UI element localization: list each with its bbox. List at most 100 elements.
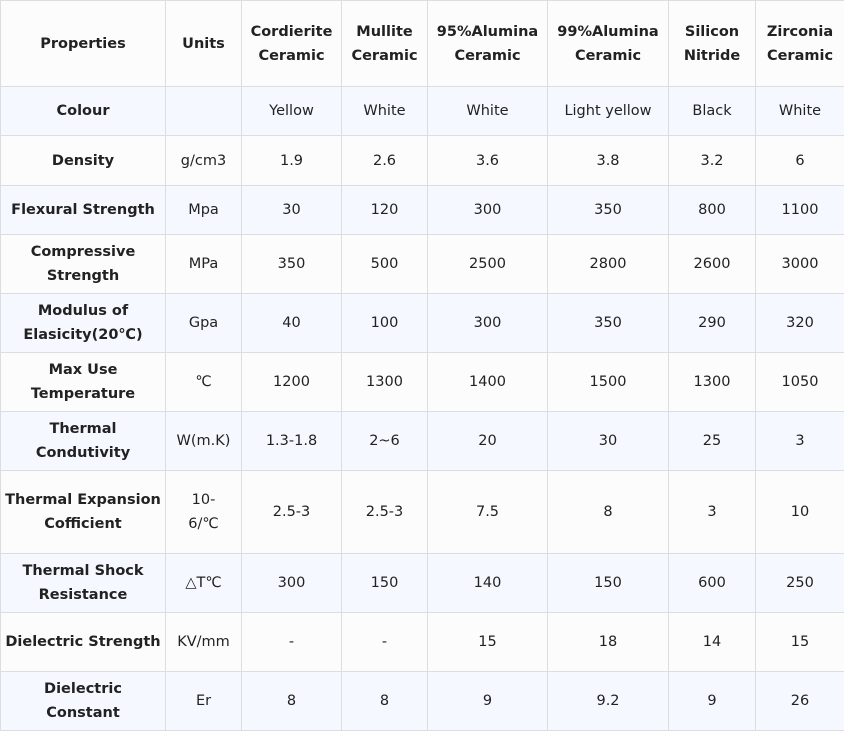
value-cell: 320 (755, 293, 844, 353)
value-cell: 600 (668, 553, 756, 613)
unit-cell: ℃ (165, 352, 242, 412)
unit-cell: 10-6/℃ (165, 470, 242, 554)
value-cell: Light yellow (547, 86, 669, 136)
value-cell: 3.2 (668, 135, 756, 186)
value-cell: 6 (755, 135, 844, 186)
column-header: Properties (0, 0, 166, 87)
property-name: Thermal Expansion Cofficient (0, 470, 166, 554)
table-row: Max Use Temperature ℃ 1200 1300 1400 1500 1300… (0, 352, 844, 412)
value-cell: 8 (547, 470, 669, 554)
header-row: Properties Units Cordierite Ceramic Mullite… (0, 0, 844, 87)
column-header: Silicon Nitride (668, 0, 756, 87)
column-header: Zirconia Ceramic (755, 0, 844, 87)
property-name: Max Use Temperature (0, 352, 166, 412)
unit-cell: Er (165, 671, 242, 731)
value-cell: 290 (668, 293, 756, 353)
property-name: Compressive Strength (0, 234, 166, 294)
property-name: Thermal Condutivity (0, 411, 166, 471)
value-cell: 2.6 (341, 135, 428, 186)
column-header: 95%Alumina Ceramic (427, 0, 548, 87)
value-cell: 2.5-3 (241, 470, 342, 554)
unit-cell: Mpa (165, 185, 242, 235)
column-header: Cordierite Ceramic (241, 0, 342, 87)
property-name: Flexural Strength (0, 185, 166, 235)
unit-cell: g/cm3 (165, 135, 242, 186)
value-cell: 350 (241, 234, 342, 294)
property-name: Dielectric Constant (0, 671, 166, 731)
value-cell: 150 (547, 553, 669, 613)
property-name: Modulus of Elasicity(20℃) (0, 293, 166, 353)
value-cell: 26 (755, 671, 844, 731)
value-cell: 150 (341, 553, 428, 613)
value-cell: 10 (755, 470, 844, 554)
value-cell: 20 (427, 411, 548, 471)
value-cell: 3000 (755, 234, 844, 294)
table-row: Thermal Condutivity W(m.K) 1.3-1.8 2~6 20 30 2… (0, 411, 844, 471)
value-cell: 7.5 (427, 470, 548, 554)
value-cell: 2500 (427, 234, 548, 294)
value-cell: 9 (668, 671, 756, 731)
unit-cell: Gpa (165, 293, 242, 353)
value-cell: 100 (341, 293, 428, 353)
value-cell: 8 (341, 671, 428, 731)
value-cell: 350 (547, 293, 669, 353)
value-cell: 30 (547, 411, 669, 471)
table-row: Flexural Strength Mpa 30 120 300 350 800 1100 (0, 185, 844, 235)
value-cell: 250 (755, 553, 844, 613)
value-cell: - (241, 612, 342, 672)
unit-cell: MPa (165, 234, 242, 294)
value-cell: 1300 (341, 352, 428, 412)
value-cell: 1100 (755, 185, 844, 235)
value-cell: 1200 (241, 352, 342, 412)
value-cell: 1400 (427, 352, 548, 412)
unit-cell: W(m.K) (165, 411, 242, 471)
table-row: Modulus of Elasicity(20℃) Gpa 40 100 300 350 2… (0, 293, 844, 353)
value-cell: 500 (341, 234, 428, 294)
unit-cell (165, 86, 242, 136)
property-name: Density (0, 135, 166, 186)
value-cell: 1.9 (241, 135, 342, 186)
value-cell: 1500 (547, 352, 669, 412)
value-cell: Yellow (241, 86, 342, 136)
table-row: Thermal Shock Resistance △T℃ 300 150 140 150 6… (0, 553, 844, 613)
property-name: Thermal Shock Resistance (0, 553, 166, 613)
value-cell: 140 (427, 553, 548, 613)
column-header: 99%Alumina Ceramic (547, 0, 669, 87)
table-row: Dielectric Constant Er 8 8 9 9.2 9 26 (0, 671, 844, 731)
value-cell: 300 (427, 293, 548, 353)
value-cell: 300 (427, 185, 548, 235)
value-cell: 2600 (668, 234, 756, 294)
value-cell: 2~6 (341, 411, 428, 471)
value-cell: White (755, 86, 844, 136)
column-header: Mullite Ceramic (341, 0, 428, 87)
value-cell: 9 (427, 671, 548, 731)
value-cell: 3 (668, 470, 756, 554)
unit-cell: KV/mm (165, 612, 242, 672)
value-cell: 2800 (547, 234, 669, 294)
value-cell: Black (668, 86, 756, 136)
value-cell: 3.8 (547, 135, 669, 186)
value-cell: 1050 (755, 352, 844, 412)
value-cell: 120 (341, 185, 428, 235)
value-cell: 15 (755, 612, 844, 672)
table-row: Thermal Expansion Cofficient 10-6/℃ 2.5-3 2… (0, 470, 844, 554)
value-cell: 3.6 (427, 135, 548, 186)
value-cell: 1300 (668, 352, 756, 412)
value-cell: - (341, 612, 428, 672)
value-cell: 14 (668, 612, 756, 672)
value-cell: 18 (547, 612, 669, 672)
value-cell: 8 (241, 671, 342, 731)
table-row: Colour Yellow White White Light yellow Black W… (0, 86, 844, 136)
table-row: Density g/cm3 1.9 2.6 3.6 3.8 3.2 6 (0, 135, 844, 186)
value-cell: White (427, 86, 548, 136)
property-name: Colour (0, 86, 166, 136)
value-cell: 1.3-1.8 (241, 411, 342, 471)
value-cell: 9.2 (547, 671, 669, 731)
value-cell: White (341, 86, 428, 136)
property-name: Dielectric Strength (0, 612, 166, 672)
value-cell: 3 (755, 411, 844, 471)
value-cell: 800 (668, 185, 756, 235)
value-cell: 350 (547, 185, 669, 235)
value-cell: 25 (668, 411, 756, 471)
